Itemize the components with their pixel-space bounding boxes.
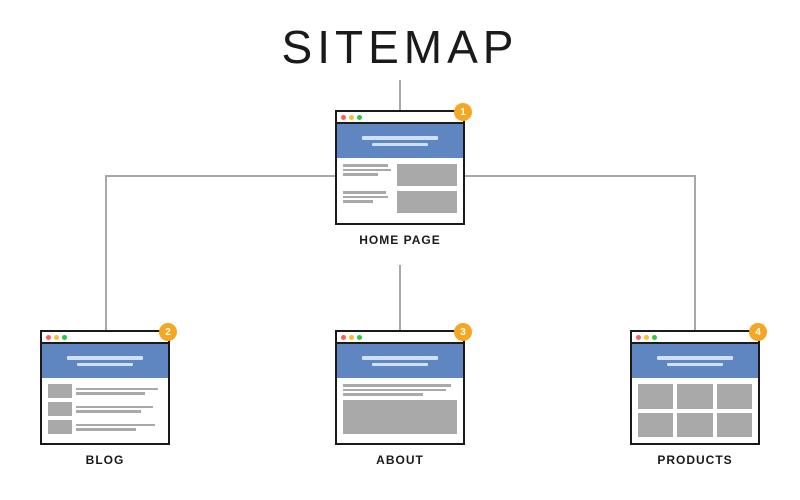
content-area <box>337 378 463 443</box>
browser-mock-about: 3 <box>335 330 465 445</box>
badge-products: 4 <box>749 323 767 341</box>
titlebar <box>42 332 168 344</box>
hero-area <box>337 344 463 378</box>
hero-area <box>337 124 463 158</box>
window-dot-green-icon <box>357 115 362 120</box>
grid-cell-icon <box>677 413 712 438</box>
node-label-blog: BLOG <box>40 453 170 467</box>
window-dot-green-icon <box>652 335 657 340</box>
badge-blog: 2 <box>159 323 177 341</box>
list-item <box>48 384 162 398</box>
node-about: 3 ABOUT <box>335 330 465 467</box>
thumb-icon <box>48 420 72 434</box>
window-dot-red-icon <box>46 335 51 340</box>
window-dot-red-icon <box>341 335 346 340</box>
browser-mock-products: 4 <box>630 330 760 445</box>
browser-mock-home: 1 <box>335 110 465 225</box>
window-dot-yellow-icon <box>644 335 649 340</box>
content-area <box>337 158 463 223</box>
list-item <box>48 420 162 434</box>
window-dot-red-icon <box>341 115 346 120</box>
connector-title-to-home <box>399 80 401 110</box>
window-dot-green-icon <box>62 335 67 340</box>
window-dot-yellow-icon <box>349 335 354 340</box>
grid-cell-icon <box>638 413 673 438</box>
grid-cell-icon <box>717 413 752 438</box>
connector-left-h <box>105 175 335 177</box>
content-area <box>632 378 758 443</box>
text-block-icon <box>343 191 393 213</box>
browser-mock-blog: 2 <box>40 330 170 445</box>
connector-home-to-about <box>399 265 401 330</box>
hero-line-icon <box>362 356 438 360</box>
hero-line-icon <box>77 363 134 366</box>
badge-home: 1 <box>454 103 472 121</box>
list-item <box>48 402 162 416</box>
node-label-products: PRODUCTS <box>630 453 760 467</box>
hero-line-icon <box>667 363 724 366</box>
grid-cell-icon <box>638 384 673 409</box>
titlebar <box>337 112 463 124</box>
badge-about: 3 <box>454 323 472 341</box>
thumb-icon <box>48 402 72 416</box>
node-blog: 2 BLOG <box>40 330 170 467</box>
hero-line-icon <box>372 143 429 146</box>
connector-left-v <box>105 175 107 330</box>
hero-area <box>632 344 758 378</box>
grid-cell-icon <box>677 384 712 409</box>
connector-right-v <box>694 175 696 330</box>
hero-line-icon <box>67 356 143 360</box>
node-products: 4 PRODUCTS <box>630 330 760 467</box>
node-label-about: ABOUT <box>335 453 465 467</box>
window-dot-yellow-icon <box>349 115 354 120</box>
content-area <box>42 378 168 443</box>
node-label-home: HOME PAGE <box>335 233 465 247</box>
window-dot-red-icon <box>636 335 641 340</box>
window-dot-yellow-icon <box>54 335 59 340</box>
diagram-title: SITEMAP <box>0 20 800 74</box>
image-block-icon <box>397 164 457 186</box>
image-block-icon <box>343 400 457 434</box>
hero-line-icon <box>362 136 438 140</box>
thumb-icon <box>48 384 72 398</box>
grid-cell-icon <box>717 384 752 409</box>
hero-area <box>42 344 168 378</box>
titlebar <box>632 332 758 344</box>
titlebar <box>337 332 463 344</box>
node-home: 1 HOME PAGE <box>335 110 465 247</box>
text-block-icon <box>343 384 457 396</box>
text-block-icon <box>343 164 393 186</box>
hero-line-icon <box>657 356 733 360</box>
connector-right-h <box>465 175 695 177</box>
hero-line-icon <box>372 363 429 366</box>
window-dot-green-icon <box>357 335 362 340</box>
image-block-icon <box>397 191 457 213</box>
